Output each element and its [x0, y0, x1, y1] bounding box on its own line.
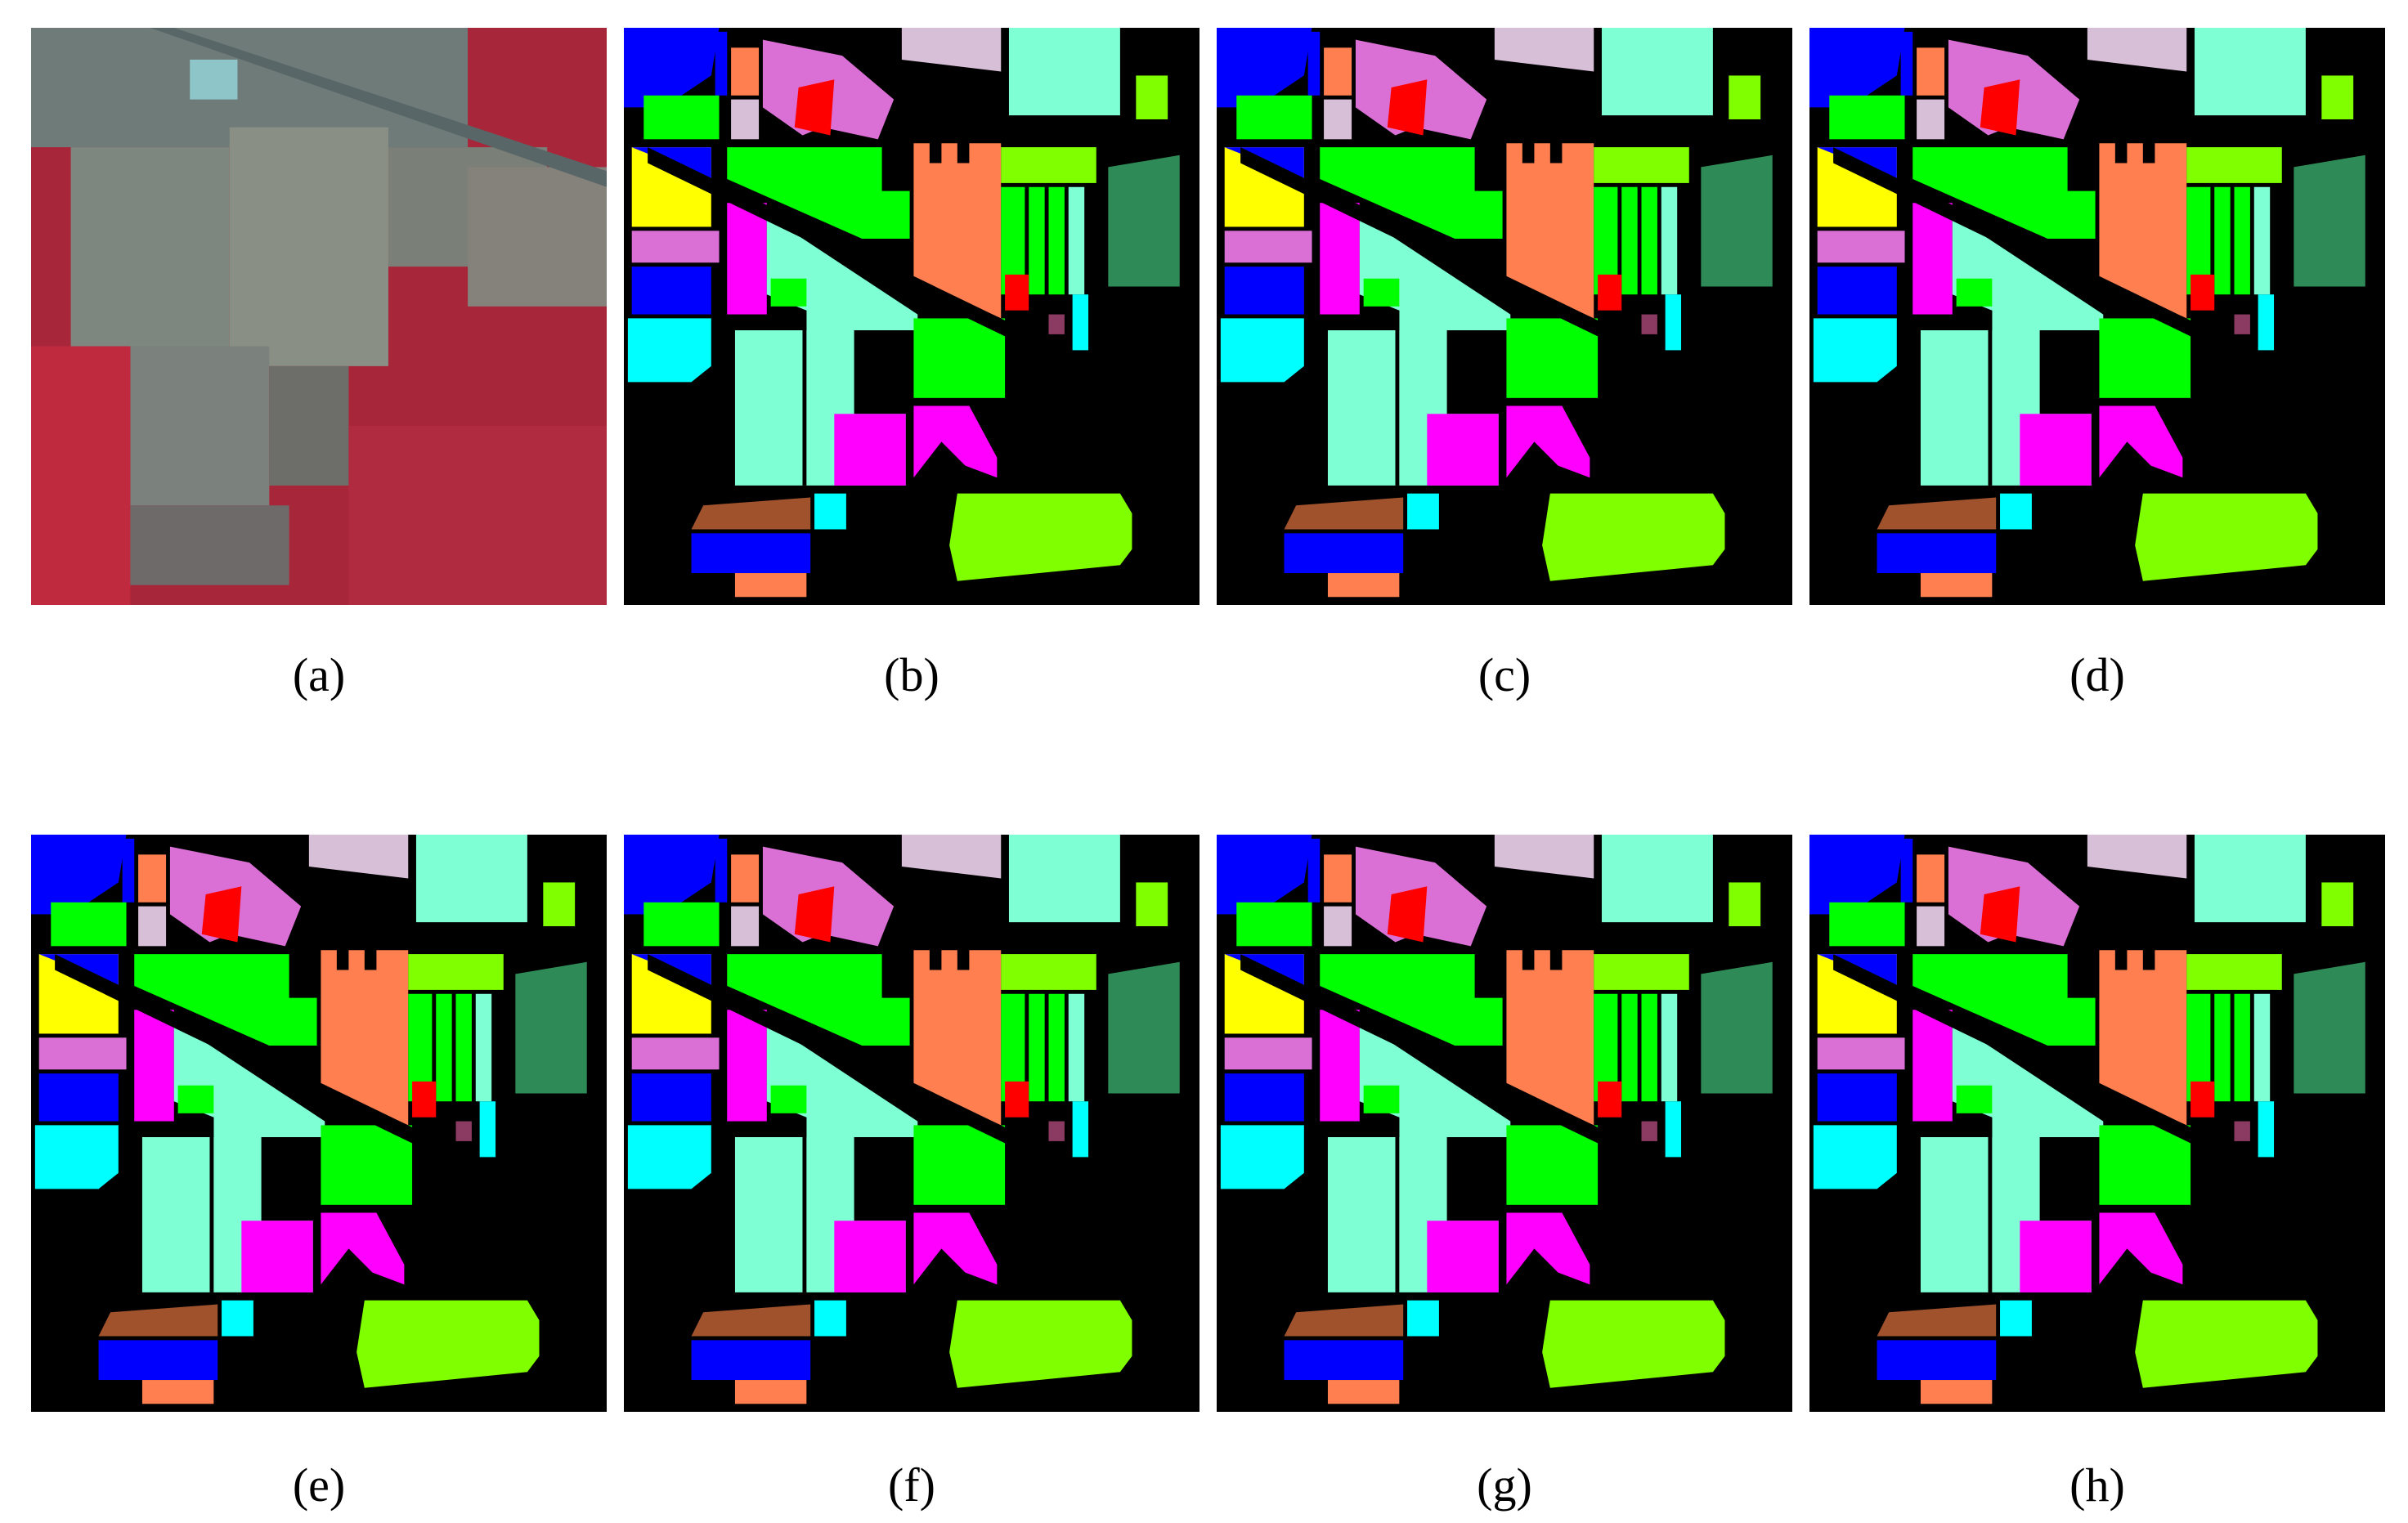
false-color-image — [31, 28, 607, 605]
panel-label: (c) — [1478, 648, 1531, 701]
classification-map — [1217, 28, 1792, 605]
panel-label: (b) — [884, 648, 939, 701]
panel-label: (h) — [2069, 1458, 2125, 1512]
panel-label: (f) — [888, 1458, 935, 1512]
classification-map — [1809, 835, 2385, 1412]
classification-map — [1217, 835, 1792, 1412]
panel-label: (g) — [1477, 1458, 1532, 1512]
panel-label: (d) — [2069, 648, 2125, 701]
panel-label: (e) — [293, 1458, 345, 1512]
classification-map — [31, 835, 607, 1412]
classification-map — [1809, 28, 2385, 605]
panel-label: (a) — [293, 648, 345, 701]
classification-map — [624, 835, 1200, 1412]
classification-map — [624, 28, 1200, 605]
